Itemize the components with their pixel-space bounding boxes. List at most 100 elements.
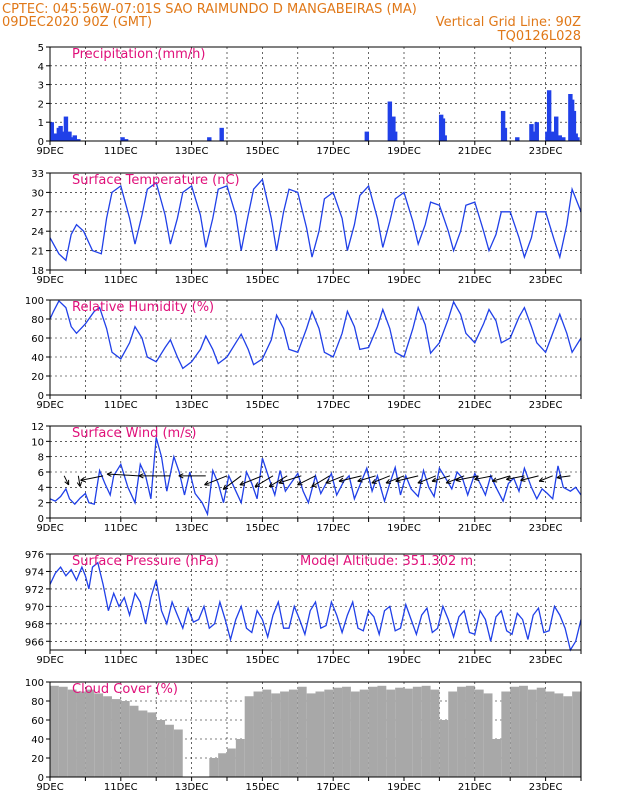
wind-ytick-label-5: 10 xyxy=(31,437,44,448)
temperature-xtick-label-5: 19DEC xyxy=(387,275,421,286)
wind-title: Surface Wind (m/s) xyxy=(72,426,196,441)
pressure-ytick-label-4: 974 xyxy=(25,567,44,578)
cloud-cover-area-segment-3 xyxy=(76,691,86,777)
precipitation-bar-38 xyxy=(573,133,578,141)
pressure-ytick-label-3: 972 xyxy=(25,585,44,596)
precipitation-bar-10 xyxy=(120,137,125,141)
wind-vector-8 xyxy=(239,475,263,486)
pressure-ytick-label-0: 966 xyxy=(25,637,44,648)
cloud-cover-area-segment-18 xyxy=(209,758,219,777)
cloud-cover-area-segment-43 xyxy=(430,689,440,777)
wind-vector-5 xyxy=(178,473,206,479)
cloud-cover-area-segment-55 xyxy=(536,687,546,777)
temperature-ytick-label-3: 27 xyxy=(31,208,44,219)
header-model-id: TQ0126L028 xyxy=(497,29,581,44)
wind-vector-27 xyxy=(520,475,539,482)
precipitation-bar-31 xyxy=(550,131,555,141)
humidity-frame xyxy=(49,299,582,396)
temperature-series-line-0 xyxy=(49,178,582,262)
precipitation-bar-5 xyxy=(63,116,69,141)
cloud-cover-area-segment-23 xyxy=(253,691,263,777)
precipitation-bar-13 xyxy=(219,127,224,141)
cloud-cover-area-segment-41 xyxy=(412,686,422,777)
pressure-xtick-label-0: 9DEC xyxy=(36,655,63,666)
precipitation-xtick-label-7: 23DEC xyxy=(529,146,563,157)
wind-vector-16 xyxy=(357,475,376,483)
wind-ytick-label-0: 0 xyxy=(38,514,44,525)
humidity-xtick-label-2: 13DEC xyxy=(175,400,209,411)
cloud-cover-area-segment-59 xyxy=(572,691,581,777)
wind-vector-25 xyxy=(491,475,511,483)
cloud-cover-ytick-label-5: 100 xyxy=(25,678,44,689)
pressure-xtick-label-6: 21DEC xyxy=(458,655,492,666)
humidity-series-line-0 xyxy=(49,299,582,370)
cloud-cover-area-segment-19 xyxy=(218,753,227,777)
cloud-cover-area-segment-22 xyxy=(244,696,254,777)
cloud-cover-area-segment-47 xyxy=(465,685,475,777)
wind-ytick-label-1: 2 xyxy=(38,499,44,510)
wind-ytick-label-3: 6 xyxy=(38,468,44,479)
cloud-cover-area-segment-56 xyxy=(545,691,555,777)
cloud-cover-area-segment-26 xyxy=(280,691,289,777)
precipitation-plot-area xyxy=(50,47,581,141)
humidity-xtick-label-6: 21DEC xyxy=(458,400,492,411)
wind-vector-10 xyxy=(268,475,288,488)
wind-vector-4 xyxy=(138,473,171,479)
wind-vector-3 xyxy=(106,471,139,477)
cloud-cover-area-segment-48 xyxy=(474,689,484,777)
precipitation-bar-32 xyxy=(554,116,559,141)
precipitation-panel: 0 1 2 3 4 5 9DEC 11DEC 13DEC 15DEC 17DEC 19DEC 21DEC… xyxy=(36,43,582,157)
wind-vector-15 xyxy=(338,475,362,483)
temperature-xtick-label-4: 17DEC xyxy=(316,275,350,286)
temperature-xtick-label-6: 21DEC xyxy=(458,275,492,286)
precipitation-bar-37 xyxy=(571,110,577,141)
wind-xtick-label-5: 19DEC xyxy=(387,523,421,534)
humidity-xtick-label-7: 23DEC xyxy=(529,400,563,411)
cloud-cover-area-segment-13 xyxy=(165,724,174,777)
precipitation-xtick-label-4: 17DEC xyxy=(316,146,350,157)
pressure-title: Surface Pressure (hPa) xyxy=(72,554,219,569)
cloud-cover-xtick-label-3: 15DEC xyxy=(246,782,280,793)
cloud-cover-area-segment-11 xyxy=(147,712,157,777)
pressure-panel: 966 968 970 972 974 976 9DEC 11DEC 13DEC 15DEC 17D… xyxy=(25,550,582,666)
wind-xtick-label-6: 21DEC xyxy=(458,523,492,534)
precipitation-xtick-label-2: 13DEC xyxy=(175,146,209,157)
cloud-cover-area-segment-28 xyxy=(297,686,307,777)
wind-xtick-label-3: 15DEC xyxy=(246,523,280,534)
precipitation-bar-12 xyxy=(207,137,212,141)
cloud-cover-area-segment-42 xyxy=(421,685,431,777)
wind-vector-2 xyxy=(80,475,104,483)
cloud-cover-area-segment-24 xyxy=(262,689,272,777)
cloud-cover-area-segment-27 xyxy=(288,689,298,777)
cloud-cover-area-segment-5 xyxy=(94,693,104,777)
precipitation-bar-9 xyxy=(76,139,81,141)
cloud-cover-area-segment-25 xyxy=(271,693,281,777)
temperature-frame xyxy=(49,172,582,271)
wind-xtick-label-7: 23DEC xyxy=(529,523,563,534)
cloud-cover-area-segment-57 xyxy=(554,693,564,777)
wind-vector-7 xyxy=(222,475,242,490)
precipitation-ytick-label-3: 3 xyxy=(38,81,44,92)
cloud-cover-area-segment-14 xyxy=(173,729,183,777)
cloud-cover-area-segment-37 xyxy=(377,685,387,777)
precipitation-frame xyxy=(49,46,582,142)
cloud-cover-area-segment-20 xyxy=(227,748,236,777)
precipitation-bar-17 xyxy=(392,131,398,141)
cloud-cover-area-segment-8 xyxy=(120,701,130,777)
cloud-cover-area-segment-54 xyxy=(527,689,537,777)
precipitation-bar-20 xyxy=(442,135,447,141)
header-location: CPTEC: 045:56W-07:01S SAO RAIMUNDO D MAN… xyxy=(2,2,417,17)
cloud-cover-area-segment-34 xyxy=(350,691,360,777)
cloud-cover-area-segment-29 xyxy=(306,693,316,777)
wind-vector-14 xyxy=(325,475,345,484)
wind-vector-17 xyxy=(371,475,391,484)
precipitation-bar-21 xyxy=(500,110,506,141)
cloud-cover-area-segment-40 xyxy=(404,688,413,777)
pressure-annotation: Model Altitude: 351.302 m xyxy=(300,554,473,569)
wind-vector-22 xyxy=(445,475,465,484)
humidity-ytick-label-4: 80 xyxy=(31,315,44,326)
precipitation-bar-23 xyxy=(515,137,520,141)
wind-vector-12 xyxy=(297,475,316,486)
